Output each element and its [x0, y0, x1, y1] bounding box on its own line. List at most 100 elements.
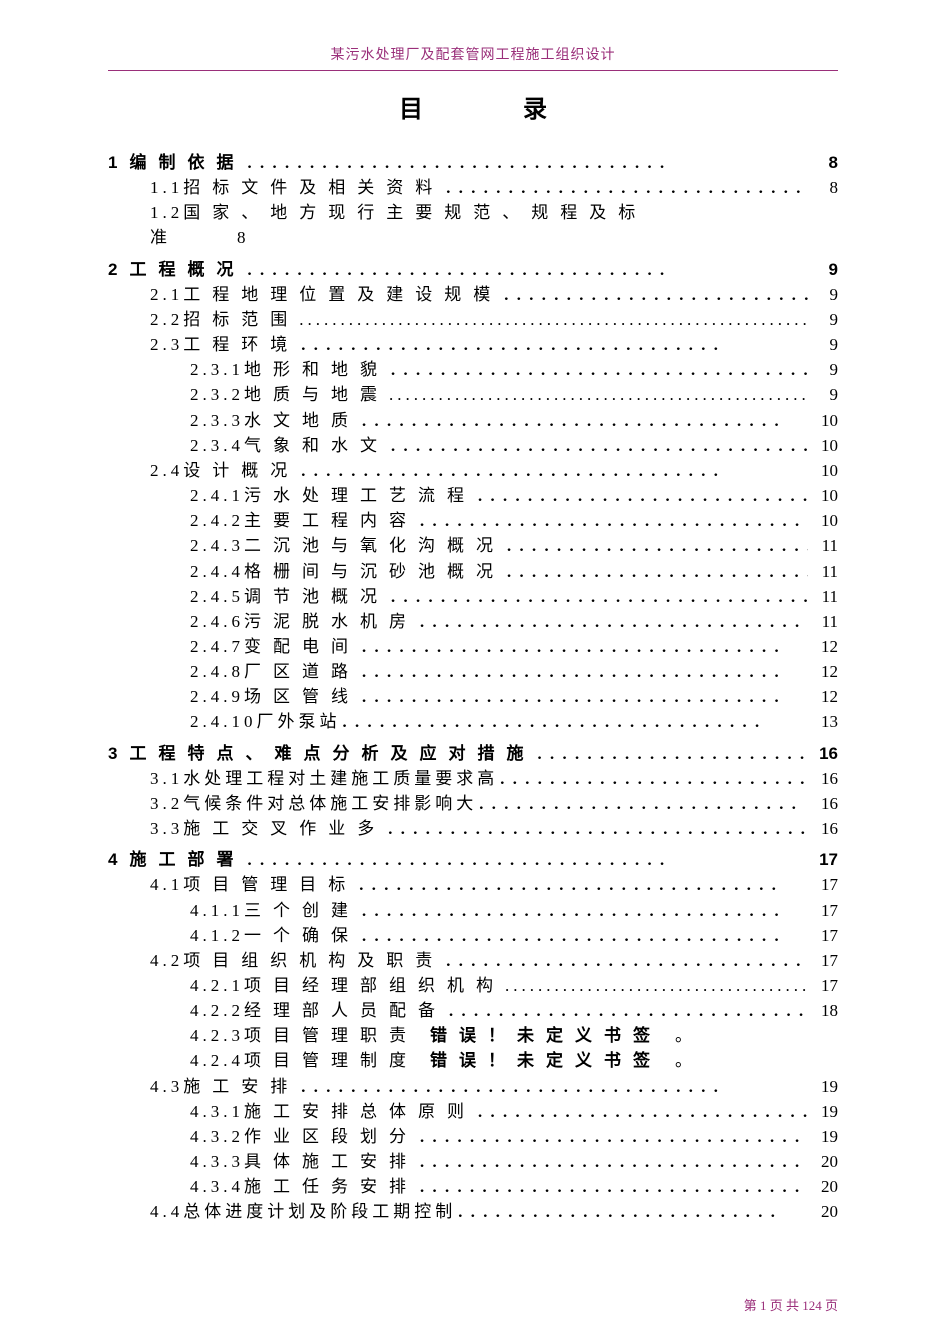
toc-num: 4.2.3 [190, 1023, 244, 1048]
toc-entry: 2.4.6污泥脱水机房．．．．．．．．．．．．．．．．．．．．．．．．．．．．．… [108, 609, 838, 634]
toc-leader: ．．．．．．．．．．．．．．．．．．．．．．．．．．．．．．．．．． [418, 609, 808, 634]
toc-page: 12 [808, 684, 838, 709]
toc-page: 17 [808, 973, 838, 998]
toc-page: 11 [808, 609, 838, 634]
toc-text: 调节池概况 [244, 584, 389, 609]
toc-leader: ．．．．．．．．．．．．．．．．．．．．．．．．．．．．．．．．．． [299, 332, 808, 357]
toc-text: 三个创建 [244, 898, 360, 923]
toc-num: 2.3.4 [190, 433, 244, 458]
toc-entry: 4.3.2作业区段划分．．．．．．．．．．．．．．．．．．．．．．．．．．．．．… [108, 1124, 838, 1149]
toc-num: 4.1 [150, 872, 183, 897]
toc-num: 3.3 [150, 816, 183, 841]
toc-text: 主要工程内容 [244, 508, 418, 533]
toc-num: 2.4 [150, 458, 183, 483]
table-of-contents: 1编制依据．．．．．．．．．．．．．．．．．．．．．．．．．．．．．．．．．．8… [108, 150, 838, 1225]
toc-num: 2.3.3 [190, 408, 244, 433]
toc-leader: ．．．．．．．．．．．．．．．．．．．．．．．．．．．．．．．．．． [357, 872, 808, 897]
toc-leader: ．．．．．．．．．．．．．．．．．．．．．．．．．．．．．．．．．． [418, 1124, 808, 1149]
toc-text: 作业区段划分 [244, 1124, 418, 1149]
toc-leader: ．．．．．．．．．．．．．．．．．．．．．．．．．．．．．．．．．． [418, 1174, 808, 1199]
toc-page: 9 [808, 382, 838, 407]
toc-num: 4 [108, 847, 121, 872]
page-header: 某污水处理厂及配套管网工程施工组织设计 [108, 44, 838, 71]
toc-num: 2.3.1 [190, 357, 244, 382]
toc-leader: ．．．．．．．．．．．．．．．．．．．．．．．．．．．．．．．．．． [360, 684, 808, 709]
toc-entry: 3.3施工交叉作业多．．．．．．．．．．．．．．．．．．．．．．．．．．．．．．… [108, 816, 838, 841]
toc-num: 2.4.3 [190, 533, 244, 558]
toc-page: 9 [808, 332, 838, 357]
toc-text: 气象和水文 [244, 433, 389, 458]
toc-leader: ．．．．．．．．．．．．．．．．．．．．．．．．．．．．．．．．．． [498, 766, 808, 791]
toc-leader: ．．．．．．．．．．．．．．．．．．．．．．．．．．．．．．．．．． [299, 1074, 808, 1099]
toc-page: 17 [808, 948, 838, 973]
toc-title: 目录 [108, 89, 838, 124]
toc-leader: ．．．．．．．．．．．．．．．．．．．．．．．．．．．．．．．．．． [360, 634, 808, 659]
toc-page: 10 [808, 408, 838, 433]
toc-leader: ．．．．．．．．．．．．．．．．．．．．．．．．．．．．．．．．．． [418, 1149, 808, 1174]
toc-page: 20 [808, 1199, 838, 1224]
toc-entry: 4施工部署．．．．．．．．．．．．．．．．．．．．．．．．．．．．．．．．．．1… [108, 847, 838, 872]
toc-page: 11 [808, 584, 838, 609]
toc-entry: 2.4设计概况．．．．．．．．．．．．．．．．．．．．．．．．．．．．．．．．．… [108, 458, 838, 483]
toc-page: 10 [808, 508, 838, 533]
toc-num: 4.3.4 [190, 1174, 244, 1199]
toc-entry: 1.1招标文件及相关资料．．．．．．．．．．．．．．．．．．．．．．．．．．．．… [108, 175, 838, 200]
toc-page: 17 [808, 898, 838, 923]
toc-page: 12 [808, 634, 838, 659]
toc-page: 17 [808, 872, 838, 897]
toc-num: 4.1.1 [190, 898, 244, 923]
toc-num: 2.1 [150, 282, 183, 307]
toc-text: 施工安排总体原则 [244, 1099, 476, 1124]
toc-entry: 2工程概况．．．．．．．．．．．．．．．．．．．．．．．．．．．．．．．．．．9 [108, 257, 838, 282]
toc-leader: ．．．．．．．．．．．．．．．．．．．．．．．．．． [477, 791, 808, 816]
toc-error: 错误！未定义书签 [430, 1048, 662, 1073]
toc-entry: 4.3.3具体施工安排．．．．．．．．．．．．．．．．．．．．．．．．．．．．．… [108, 1149, 838, 1174]
toc-entry: 3.2气候条件对总体施工安排影响大．．．．．．．．．．．．．．．．．．．．．．．… [108, 791, 838, 816]
title-right: 录 [523, 96, 547, 123]
toc-num: 4.2.2 [190, 998, 244, 1023]
toc-leader: ........................................… [505, 973, 808, 998]
toc-page: 20 [808, 1149, 838, 1174]
toc-entry: 2.1工程地理位置及建设规模．．．．．．．．．．．．．．．．．．．．．．．．．．… [108, 282, 838, 307]
toc-entry: 2.4.5调节池概况．．．．．．．．．．．．．．．．．．．．．．．．．．．．．．… [108, 584, 838, 609]
toc-entry: 4.1.1三个创建．．．．．．．．．．．．．．．．．．．．．．．．．．．．．．．… [108, 898, 838, 923]
toc-num: 2.4.7 [190, 634, 244, 659]
toc-entry: 2.4.9场区管线．．．．．．．．．．．．．．．．．．．．．．．．．．．．．．．… [108, 684, 838, 709]
toc-page: 13 [808, 709, 838, 734]
toc-leader: ．．．．．．．．．．．．．．．．．．．．．．．．．． [535, 741, 808, 766]
toc-entry: 4.2.4项目管理制度错误！未定义书签。 [108, 1048, 838, 1073]
toc-page: 12 [808, 659, 838, 684]
toc-text: 一个确保 [244, 923, 360, 948]
toc-text: 项目管理制度 [244, 1048, 418, 1073]
toc-leader: ．．．．．．．．．．．．．．．．．．．．．．．．．．．．．．．．．． [360, 923, 808, 948]
toc-text: 工程地理位置及建设规模 [183, 282, 502, 307]
toc-entry: 4.3施工安排．．．．．．．．．．．．．．．．．．．．．．．．．．．．．．．．．… [108, 1074, 838, 1099]
toc-text: 格栅间与沉砂池概况 [244, 559, 505, 584]
toc-leader: ．．．．．．．．．．．．．．．．．．．．．．．．．．．．．．．．．． [245, 150, 808, 175]
toc-leader: ．．．．．．．．．．．．．．．．．．．．．．．．．．．．．．．．．． [360, 659, 808, 684]
toc-text: 变配电间 [244, 634, 360, 659]
toc-page: 19 [808, 1074, 838, 1099]
toc-num: 2.4.9 [190, 684, 244, 709]
toc-num: 1.1 [150, 175, 183, 200]
toc-num: 2 [108, 257, 121, 282]
header-text: 某污水处理厂及配套管网工程施工组织设计 [331, 48, 616, 63]
toc-page: 9 [808, 257, 838, 282]
toc-num: 2.4.10 [190, 709, 257, 734]
toc-entry: 2.4.1污水处理工艺流程．．．．．．．．．．．．．．．．．．．．．．．．．．．… [108, 483, 838, 508]
toc-page: 8 [808, 150, 838, 175]
toc-entry: 4.2项目组织机构及职责．．．．．．．．．．．．．．．．．．．．．．．．．．．．… [108, 948, 838, 973]
toc-page: 。 [662, 1023, 692, 1048]
toc-text: 招标范围 [183, 307, 299, 332]
toc-num: 4.2 [150, 948, 183, 973]
toc-leader: ．．．．．．．．．．．．．．．．．．．．．．．．．．．．．．．．．． [444, 948, 808, 973]
toc-page: 9 [808, 307, 838, 332]
toc-page: 19 [808, 1124, 838, 1149]
toc-entry: 2.4.7变配电间．．．．．．．．．．．．．．．．．．．．．．．．．．．．．．．… [108, 634, 838, 659]
toc-num: 4.2.1 [190, 973, 244, 998]
toc-page: 11 [808, 533, 838, 558]
toc-leader: ．．．．．．．．．．．．．．．．．．．．．．．．．．．．．．．．．． [360, 898, 808, 923]
title-left: 目 [399, 96, 423, 123]
toc-num: 2.4.6 [190, 609, 244, 634]
toc-page: 17 [808, 923, 838, 948]
